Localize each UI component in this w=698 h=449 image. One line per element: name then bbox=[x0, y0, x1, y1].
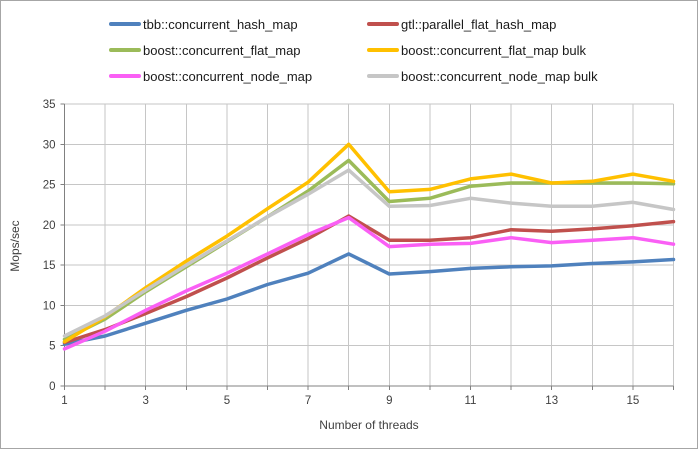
legend-line-swatch bbox=[367, 22, 399, 26]
y-tick-label: 20 bbox=[43, 220, 56, 232]
series-line-boost-concurrent-node-map bbox=[62, 215, 676, 351]
legend-line-swatch bbox=[109, 22, 141, 26]
legend-item: boost::concurrent_flat_map bulk bbox=[367, 41, 586, 59]
y-tick-label: 15 bbox=[43, 260, 56, 272]
legend-line-swatch bbox=[367, 74, 399, 78]
y-tick-label: 35 bbox=[43, 99, 56, 111]
y-tick-label: 5 bbox=[49, 341, 55, 353]
x-tick-label: 13 bbox=[545, 395, 558, 407]
legend-label: boost::concurrent_node_map bulk bbox=[401, 68, 598, 84]
legend-label: tbb::concurrent_hash_map bbox=[143, 16, 298, 32]
x-axis-title: Number of threads bbox=[319, 418, 419, 432]
x-tick-label: 1 bbox=[61, 395, 67, 407]
legend: tbb::concurrent_hash_map gtl::parallel_fl… bbox=[1, 1, 697, 97]
legend-item: gtl::parallel_flat_hash_map bbox=[367, 15, 556, 33]
legend-line-swatch bbox=[109, 74, 141, 78]
y-tick-label: 0 bbox=[49, 381, 55, 393]
series-line-boost-concurrent-flat-map-bulk bbox=[62, 142, 676, 344]
legend-label: gtl::parallel_flat_hash_map bbox=[401, 16, 557, 32]
series-line-boost-concurrent-node-map-bulk bbox=[62, 168, 676, 338]
legend-label: boost::concurrent_flat_map bbox=[143, 42, 301, 58]
legend-label: boost::concurrent_node_map bbox=[143, 68, 313, 84]
x-tick-label: 7 bbox=[305, 395, 311, 407]
x-tick-label: 3 bbox=[142, 395, 148, 407]
legend-item: tbb::concurrent_hash_map bbox=[109, 15, 298, 33]
legend-item: boost::concurrent_flat_map bbox=[109, 41, 301, 59]
series-line-tbb-concurrent-hash-map bbox=[62, 252, 676, 346]
x-tick-label: 5 bbox=[224, 395, 230, 407]
x-tick-label: 9 bbox=[386, 395, 392, 407]
legend-line-swatch bbox=[109, 48, 141, 52]
y-axis-title: Mops/sec bbox=[8, 220, 22, 272]
y-tick-label: 30 bbox=[43, 139, 56, 151]
series-line-gtl-parallel-flat-hash-map bbox=[62, 214, 676, 345]
y-tick-label: 25 bbox=[43, 180, 56, 192]
legend-item: boost::concurrent_node_map bulk bbox=[367, 67, 598, 85]
y-tick-label: 10 bbox=[43, 300, 56, 312]
x-tick-label: 15 bbox=[627, 395, 640, 407]
legend-label: boost::concurrent_flat_map bulk bbox=[401, 42, 586, 58]
x-tick-label: 11 bbox=[465, 395, 477, 407]
legend-line-swatch bbox=[367, 48, 399, 52]
legend-item: boost::concurrent_node_map bbox=[109, 67, 312, 85]
